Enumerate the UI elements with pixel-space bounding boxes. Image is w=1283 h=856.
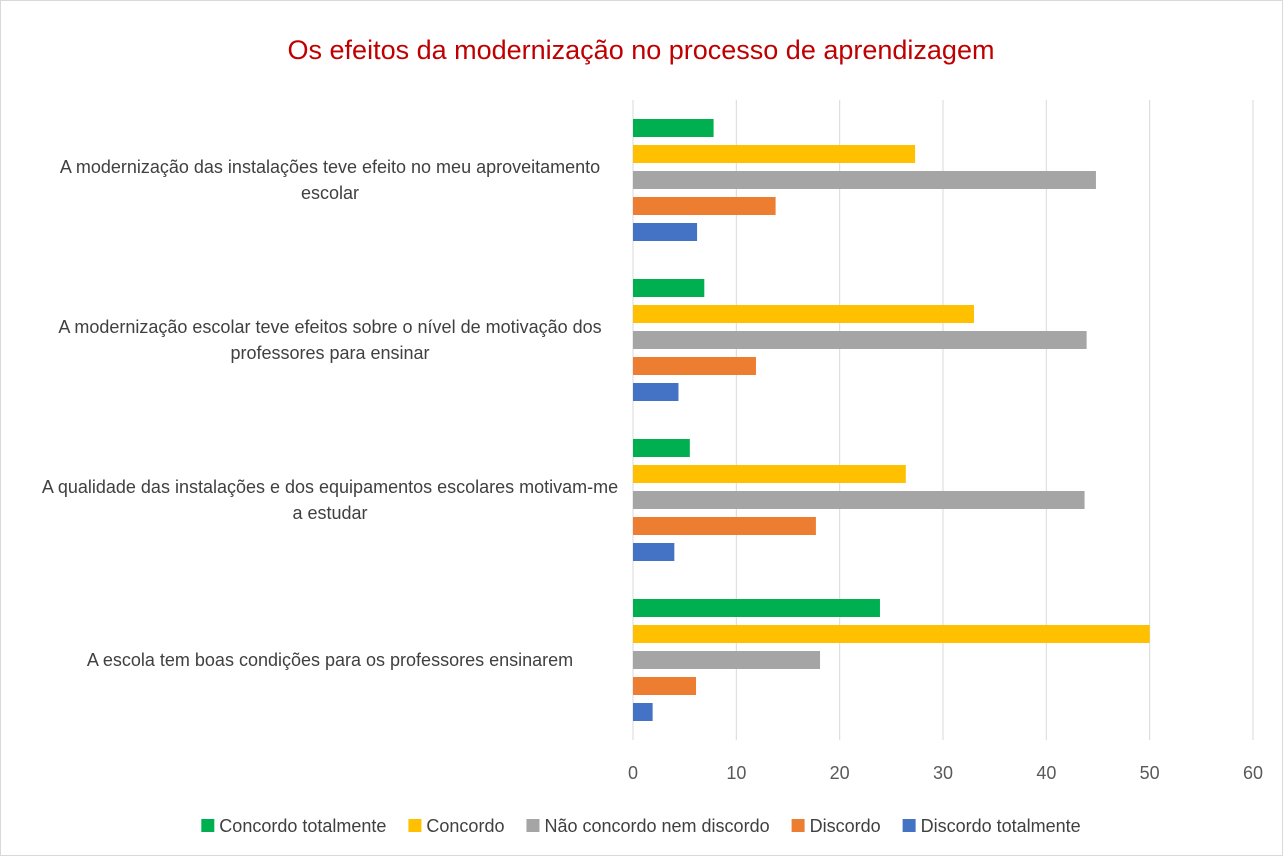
x-tick-label: 20: [830, 763, 850, 783]
legend-swatch: [902, 819, 916, 832]
bar: [633, 491, 1085, 509]
legend-swatch: [526, 819, 540, 832]
chart-title: Os efeitos da modernização no processo d…: [288, 35, 995, 65]
bar: [633, 465, 906, 483]
legend-label: Concordo totalmente: [219, 816, 386, 836]
bar: [633, 625, 1150, 643]
x-tick-label: 10: [726, 763, 746, 783]
bar: [633, 357, 756, 375]
bar: [633, 439, 690, 457]
legend-swatch: [791, 819, 805, 832]
legend-label: Concordo: [426, 816, 504, 836]
x-tick-label: 60: [1243, 763, 1263, 783]
bar: [633, 543, 675, 561]
x-tick-label: 0: [628, 763, 638, 783]
legend-swatch: [408, 819, 422, 832]
legend-label: Não concordo nem discordo: [544, 816, 769, 836]
x-tick-label: 50: [1140, 763, 1160, 783]
bar: [633, 703, 653, 721]
legend-swatch: [201, 819, 215, 832]
bar: [633, 305, 974, 323]
bar: [633, 517, 816, 535]
bar: [633, 197, 776, 215]
bar: [633, 119, 714, 137]
y-tick-label: A modernização escolar teve efeitos sobr…: [58, 317, 602, 363]
bar: [633, 677, 697, 695]
bar: [633, 171, 1096, 189]
x-tick-label: 40: [1036, 763, 1056, 783]
legend: Concordo totalmente Concordo Não concordo …: [201, 816, 1081, 836]
bar: [633, 331, 1087, 349]
legend-label: Discordo totalmente: [921, 816, 1081, 836]
bar: [633, 145, 916, 163]
x-tick-label: 30: [933, 763, 953, 783]
y-tick-label: A modernização das instalações teve efei…: [59, 157, 601, 203]
bar: [633, 599, 880, 617]
bar: [633, 383, 679, 401]
y-tick-label: A escola tem boas condições para os prof…: [86, 650, 574, 670]
bar: [633, 279, 705, 297]
bar: [633, 223, 698, 241]
y-tick-label: A qualidade das instalações e dos equipa…: [41, 477, 619, 523]
legend-label: Discordo: [810, 816, 881, 836]
bar: [633, 651, 821, 669]
